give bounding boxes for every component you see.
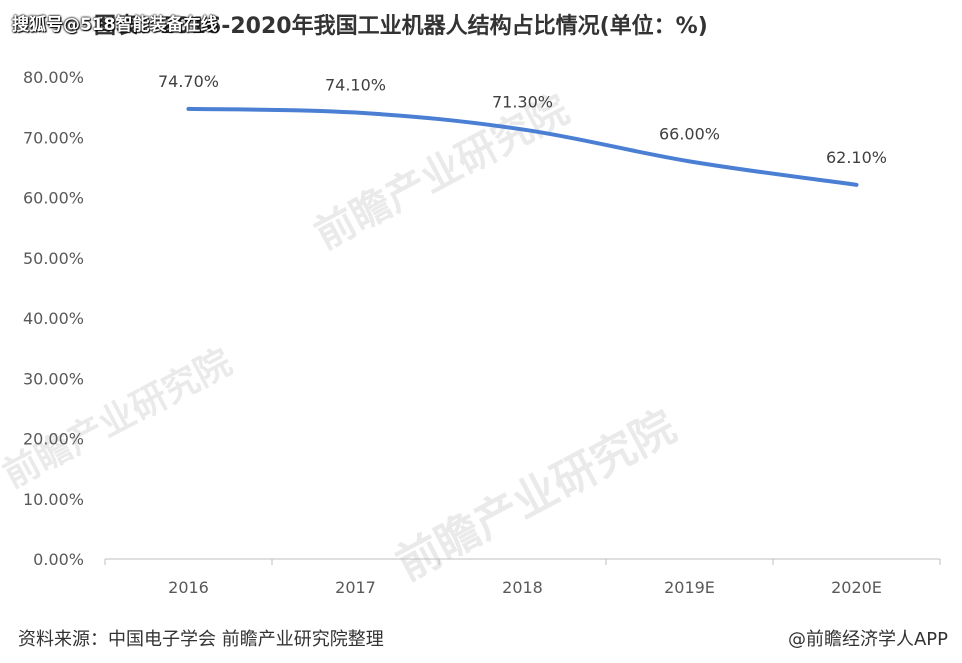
- y-tick-label: 10.00%: [23, 490, 84, 509]
- y-tick-label: 20.00%: [23, 430, 84, 449]
- data-label: 74.70%: [158, 72, 219, 91]
- data-labels: 74.70% 74.10% 71.30% 66.00% 62.10%: [158, 72, 887, 167]
- x-tick-label: 2018: [502, 578, 543, 597]
- title-bar: 图表：2016-2020年我国工业机器人结构占比情况(单位：%) 搜狐号@518…: [12, 6, 912, 40]
- data-label: 66.00%: [659, 124, 720, 143]
- series-group: [186, 106, 859, 187]
- overlay-source-label: 搜狐号@518智能装备在线: [12, 15, 218, 35]
- y-tick-label: 50.00%: [23, 249, 84, 268]
- x-tick-label: 2016: [168, 578, 209, 597]
- x-tick-label: 2019E: [664, 578, 715, 597]
- y-tick-label: 70.00%: [23, 128, 84, 147]
- y-tick-label: 80.00%: [23, 68, 84, 87]
- y-tick-label: 40.00%: [23, 309, 84, 328]
- x-tick-label: 2020E: [831, 578, 882, 597]
- data-label: 74.10%: [325, 76, 386, 95]
- chart-title: 图表：2016-2020年我国工业机器人结构占比情况(单位：%): [94, 14, 708, 39]
- data-label: 62.10%: [826, 148, 887, 167]
- brand-label: @前瞻经济学人APP: [787, 629, 948, 650]
- y-tick-label: 0.00%: [33, 550, 84, 569]
- x-axis: 2016 2017 2018 2019E 2020E: [104, 558, 941, 597]
- y-axis: 0.00% 10.00% 20.00% 30.00% 40.00% 50.00% 60.00…: [23, 68, 84, 569]
- y-tick-label: 60.00%: [23, 189, 84, 208]
- series-line: [186, 106, 859, 187]
- data-label: 71.30%: [492, 92, 553, 111]
- y-tick-label: 30.00%: [23, 369, 84, 388]
- source-note: 资料来源：中国电子学会 前瞻产业研究院整理: [18, 629, 384, 650]
- line-chart: 0.00% 10.00% 20.00% 30.00% 40.00% 50.00% 60.00…: [23, 68, 941, 597]
- x-tick-label: 2017: [335, 578, 376, 597]
